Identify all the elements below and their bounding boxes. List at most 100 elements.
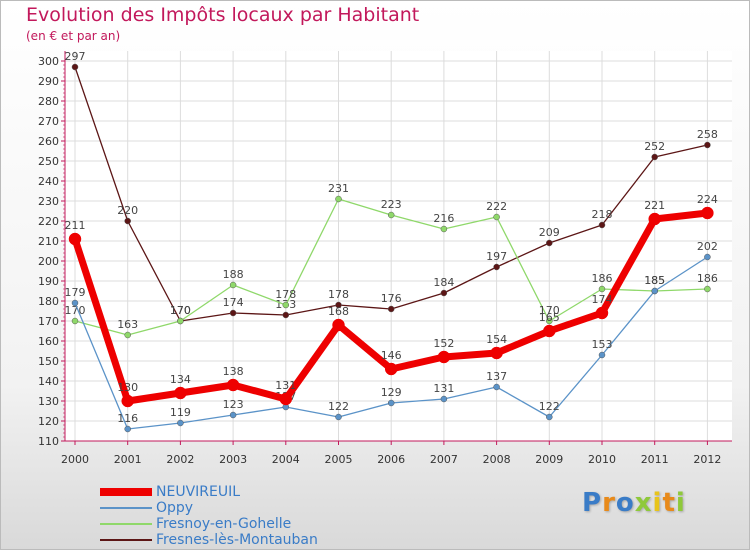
data-label: 119 [170,406,191,419]
data-label: 178 [328,288,349,301]
data-point [71,63,79,71]
logo-letter: x [634,488,653,518]
y-tick-label: 170 [38,315,59,328]
data-point [387,399,395,407]
data-label: 178 [275,288,296,301]
data-label: 184 [433,276,454,289]
data-label: 231 [328,182,349,195]
x-tick-label: 2005 [325,453,353,466]
data-label: 122 [539,400,560,413]
data-label: 170 [65,304,86,317]
y-tick-label: 120 [38,415,59,428]
data-point [387,305,395,313]
data-point [543,324,556,338]
legend-item-fresnoy: Fresnoy-en-Gohelle [100,516,318,532]
data-point [598,285,606,293]
x-tick-label: 2000 [61,453,89,466]
data-label: 138 [223,365,244,378]
data-label: 186 [697,272,718,285]
data-point [440,289,448,297]
y-tick-label: 140 [38,375,59,388]
data-label: 152 [433,337,454,350]
data-point [490,346,503,360]
x-tick-label: 2002 [166,453,194,466]
data-label: 153 [592,338,613,351]
logo-letter: i [675,488,686,518]
data-point [226,378,240,392]
data-label: 170 [539,304,560,317]
data-label: 137 [486,370,507,383]
data-point [229,309,237,317]
x-tick-label: 2008 [483,453,511,466]
y-tick-label: 280 [38,95,59,108]
logo-letter: r [602,488,616,518]
x-tick-label: 2003 [219,453,247,466]
data-point [704,141,711,149]
data-label: 122 [328,400,349,413]
data-point [387,211,395,219]
legend-swatch [100,523,152,525]
data-point [440,225,448,233]
data-label: 168 [328,305,349,318]
data-point [177,317,184,325]
data-point [71,299,79,307]
data-label: 224 [697,193,718,206]
data-point [493,263,500,271]
x-tick-label: 2010 [588,453,616,466]
data-label: 165 [539,311,560,324]
logo-letter: o [615,488,635,518]
plot-area [65,51,732,441]
data-label: 116 [117,412,138,425]
y-tick-label: 210 [38,235,59,248]
x-tick-label: 2004 [272,453,300,466]
data-point [335,195,342,203]
y-tick-label: 220 [38,215,59,228]
data-point [546,317,553,325]
legend: NEUVIREUIL Oppy Fresnoy-en-Gohelle Fresn… [100,484,318,548]
data-label: 174 [592,293,613,306]
data-label: 252 [644,140,665,153]
data-point [651,287,658,295]
legend-item-neuvireuil: NEUVIREUIL [100,484,318,500]
data-label: 211 [65,219,86,232]
data-point [598,221,606,229]
data-point [68,232,82,246]
y-tick-label: 180 [38,295,59,308]
legend-item-fresnes: Fresnes-lès-Montauban [100,532,318,548]
x-tick-label: 2001 [114,453,142,466]
data-label: 163 [117,318,138,331]
data-point [704,253,711,261]
data-label: 179 [65,286,86,299]
data-label: 221 [644,199,665,212]
data-label: 220 [117,204,138,217]
data-point [384,362,398,376]
data-point [701,206,714,220]
chart-title: Evolution des Impôts locaux par Habitant [26,4,420,26]
data-label: 170 [170,304,191,317]
legend-swatch [100,488,152,496]
data-label: 123 [223,398,244,411]
data-label: 188 [223,268,244,281]
legend-label: Oppy [156,500,194,516]
data-label: 223 [381,198,402,211]
logo-letter: P [582,488,603,518]
x-tick-label: 2012 [693,453,721,466]
data-point [335,413,342,421]
y-tick-label: 260 [38,135,59,148]
data-label: 185 [644,274,665,287]
data-label: 131 [433,382,454,395]
y-tick-label: 240 [38,175,59,188]
y-tick-label: 130 [38,395,59,408]
data-label: 218 [592,208,613,221]
y-tick-label: 110 [38,435,59,448]
data-point [440,395,448,403]
data-point [332,318,345,332]
data-label: 185 [644,274,665,287]
data-point [124,425,131,433]
x-tick-label: 2011 [641,453,669,466]
proxiti-logo: Proxiti [582,488,686,518]
data-point [229,281,237,289]
y-tick-label: 250 [38,155,59,168]
data-label: 297 [65,50,86,63]
data-label: 130 [117,381,138,394]
